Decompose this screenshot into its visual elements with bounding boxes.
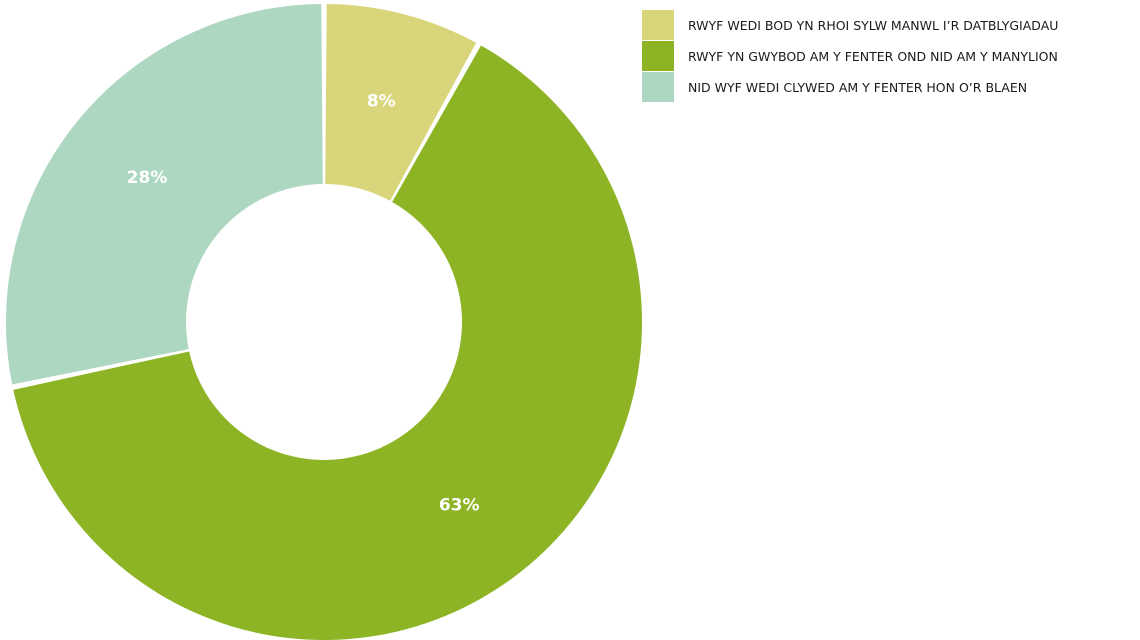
donut-chart: 8% 63% 28% bbox=[6, 4, 642, 640]
legend-label: RWYF YN GWYBOD AM Y FENTER OND NID AM Y … bbox=[688, 48, 1058, 64]
legend-item: RWYF YN GWYBOD AM Y FENTER OND NID AM Y … bbox=[642, 41, 1058, 71]
legend-swatch bbox=[642, 72, 674, 102]
chart-legend: RWYF WEDI BOD YN RHOI SYLW MANWL I’R DAT… bbox=[642, 10, 1059, 105]
legend-swatch bbox=[642, 41, 674, 71]
slice-value-label: 8% bbox=[367, 91, 396, 111]
slice-value-label: 63% bbox=[439, 496, 480, 516]
donut-slice bbox=[325, 4, 477, 201]
donut-slice bbox=[13, 45, 642, 640]
legend-label: RWYF WEDI BOD YN RHOI SYLW MANWL I’R DAT… bbox=[688, 17, 1059, 33]
legend-item: RWYF WEDI BOD YN RHOI SYLW MANWL I’R DAT… bbox=[642, 10, 1059, 40]
donut-slice bbox=[6, 4, 323, 385]
slice-value-label: 28% bbox=[127, 168, 168, 188]
legend-label: NID WYF WEDI CLYWED AM Y FENTER HON O’R … bbox=[688, 79, 1028, 95]
legend-swatch bbox=[642, 10, 674, 40]
legend-item: NID WYF WEDI CLYWED AM Y FENTER HON O’R … bbox=[642, 72, 1058, 102]
